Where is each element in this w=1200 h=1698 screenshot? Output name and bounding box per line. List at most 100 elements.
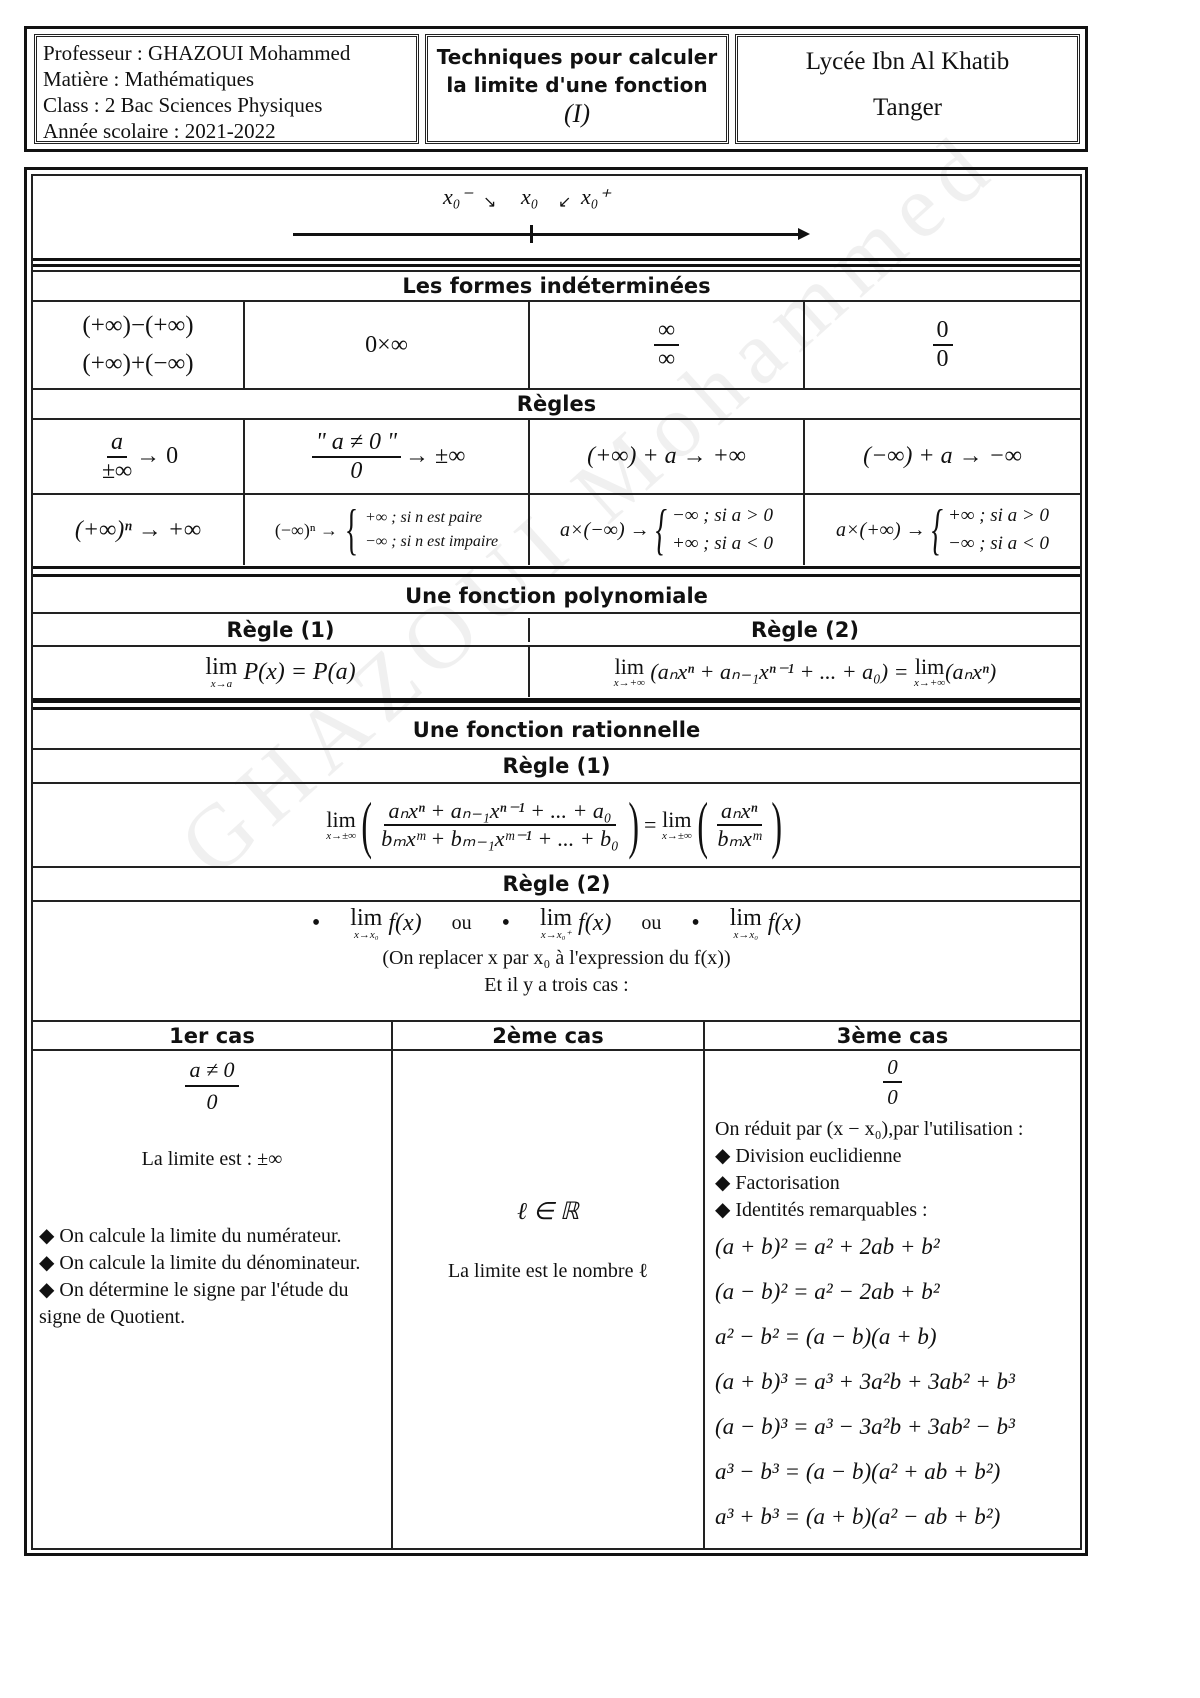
rule-text: (+∞)ⁿ → +∞: [74, 516, 202, 543]
denominator: bₘxᵐ: [717, 826, 762, 851]
school-name: Lycée Ibn Al Khatib: [805, 48, 1010, 75]
numerator: ∞: [653, 317, 680, 346]
header-info: Professeur : GHAZOUI Mohammed Matière : …: [34, 34, 419, 144]
rule-text: (−∞)ⁿ →: [274, 519, 339, 540]
number-line: x₀⁻ ↘ x₀ ↙ x₀⁺: [33, 176, 1080, 256]
lim-sub: x→x₀⁺: [540, 929, 572, 941]
section-rat-title: Une fonction rationnelle: [33, 712, 1080, 748]
title-line-2: la limite d'une fonction: [446, 73, 708, 97]
regles-row-1: a ±∞ → 0 " a ≠ 0 " 0 → ±∞ (+∞) + a → +∞ (−∞)…: [33, 418, 1080, 493]
case-3-header: 3ème cas: [836, 1023, 949, 1048]
case-text: +∞ ; si n est paire: [364, 509, 483, 526]
case-2: ℓ ∈ ℝ La limite est le nombre ℓ: [393, 1051, 705, 1550]
case-1-header: 1er cas: [33, 1022, 393, 1049]
case-text: +∞ ; si a < 0: [672, 533, 773, 554]
case-text: −∞ ; si a < 0: [948, 533, 1049, 554]
numerator: a ≠ 0: [185, 1055, 239, 1087]
identity: a³ − b³ = (a − b)(a² + ab + b²): [715, 1458, 1001, 1484]
lim-sub: x→±∞: [326, 829, 356, 842]
regle-1: a ±∞ → 0: [33, 420, 245, 493]
x0: x₀: [521, 184, 539, 209]
regle-7: a×(−∞) →{−∞ ; si a > 0 +∞ ; si a < 0: [530, 495, 805, 565]
identity: (a + b)³ = a³ + 3a²b + 3ab² + b³: [715, 1368, 1015, 1394]
fx: f(x): [578, 910, 612, 936]
case-2-condition: ℓ ∈ ℝ: [517, 1199, 579, 1225]
header-frame: [24, 26, 1088, 152]
formula-text: P(x) = P(a): [243, 658, 356, 685]
header-school: Lycée Ibn Al Khatib Tanger: [735, 34, 1080, 144]
section-formes-title: Les formes indéterminées: [33, 270, 1080, 300]
equals: =: [644, 812, 657, 837]
rule-text: a×(−∞) →: [560, 518, 650, 541]
denominator: ±∞: [101, 457, 133, 484]
denominator: ∞: [657, 346, 676, 372]
class: Class : 2 Bac Sciences Physiques: [43, 93, 323, 117]
section-title: Une fonction polynomiale: [405, 583, 708, 608]
denominator: bₘxᵐ + bₘ₋₁xᵐ⁻¹ + ... + b₀: [381, 826, 619, 851]
rule-header: Règle (2): [502, 872, 611, 896]
limit-list: • lim x→x₀ f(x) ou • lim x→x₀⁺ f(x) ou • lim x→x…: [311, 905, 802, 941]
forme-3: ∞ ∞: [530, 302, 805, 388]
divider: [33, 566, 1080, 577]
formula-text: (aₙxⁿ): [945, 659, 997, 684]
lim-sub: x→x₀: [733, 929, 759, 941]
forme-2: 0×∞: [245, 302, 530, 388]
rat-rule1-formula: lim x→±∞ ( aₙxⁿ + aₙ₋₁xⁿ⁻¹ + ... + a₀ bₘxᵐ…: [33, 782, 1080, 866]
rule-text: (−∞) + a → −∞: [863, 443, 1022, 469]
three-cases-text: Et il y a trois cas :: [484, 974, 629, 996]
regle-4: (−∞) + a → −∞: [805, 420, 1080, 493]
case-3-method: ◆ Factorisation: [715, 1171, 840, 1194]
identity: a² − b² = (a − b)(a + b): [715, 1323, 937, 1349]
regle-8: a×(+∞) →{+∞ ; si a > 0 −∞ ; si a < 0: [836, 499, 1049, 561]
forme-text: (+∞)+(−∞): [82, 350, 194, 377]
forme-text: 0×∞: [365, 331, 408, 358]
case-3-text: On réduit par (x − x₀),par l'utilisation…: [715, 1117, 1024, 1140]
poly-headers: Règle (1) Règle (2): [33, 612, 1080, 645]
forme-1: (+∞)−(+∞) (+∞)+(−∞): [33, 302, 245, 388]
rat-rule2-body: • lim x→x₀ f(x) ou • lim x→x₀⁺ f(x) ou • lim x→x…: [33, 900, 1080, 1020]
rat-rule1-header: Règle (1): [33, 748, 1080, 782]
case-text: −∞ ; si n est impaire: [364, 533, 499, 550]
denominator: 0: [936, 346, 949, 372]
title-number: (I): [564, 99, 590, 128]
fx: f(x): [388, 910, 422, 936]
poly-header-1: Règle (1): [33, 617, 530, 642]
divider: [33, 698, 1080, 710]
poly-formulas: lim x→a P(x) = P(a) lim x→+∞ (aₙxⁿ + aₙ₋₁x…: [33, 645, 1080, 697]
section-title: Les formes indéterminées: [402, 274, 711, 298]
result: → ±∞: [405, 443, 466, 469]
identity: (a + b)² = a² + 2ab + b²: [715, 1233, 940, 1259]
x0-plus: x₀⁺: [581, 184, 611, 209]
forme-text: (+∞)−(+∞): [82, 312, 194, 339]
rule-header: Règle (1): [502, 754, 611, 778]
case-3-method: ◆ Identités remarquables :: [715, 1198, 928, 1221]
poly-formula-2: lim x→+∞ (aₙxⁿ + aₙ₋₁xⁿ⁻¹ + ... + a₀) = l…: [530, 647, 1080, 697]
lim-sub: x→x₀: [354, 929, 379, 941]
arrow-icon: ↙: [558, 194, 572, 211]
title-line-1: Techniques pour calculer: [436, 45, 718, 69]
lim-text: lim: [540, 905, 573, 931]
lim-text: lim: [326, 806, 356, 832]
x0-minus: x₀⁻: [443, 184, 473, 209]
ou-text: ou: [451, 912, 472, 934]
identity: (a − b)² = a² − 2ab + b²: [715, 1278, 940, 1304]
case-text: +∞ ; si a > 0: [948, 504, 1049, 526]
case-1-step: ◆ On détermine le signe par l'étude du s…: [39, 1279, 349, 1329]
fx: f(x): [767, 910, 802, 936]
regle-6: (−∞)ⁿ →{+∞ ; si n est paire −∞ ; si n est…: [245, 495, 530, 565]
case-text: −∞ ; si a > 0: [672, 504, 773, 526]
professor: Professeur : GHAZOUI Mohammed: [43, 41, 351, 65]
main-frame: [24, 167, 1088, 1556]
numerator: 0: [883, 1053, 902, 1084]
case-2-header: 2ème cas: [393, 1022, 705, 1049]
header-title: Techniques pour calculer la limite d'une…: [425, 34, 729, 144]
identities: (a + b)² = a² + 2ab + b² (a − b)² = a² −…: [715, 1224, 1070, 1539]
case-2-limit: La limite est le nombre ℓ: [447, 1260, 649, 1283]
regles-row-2: (+∞)ⁿ → +∞ (−∞)ⁿ →{+∞ ; si n est paire −∞…: [33, 493, 1080, 565]
lim-sub: x→a: [210, 677, 233, 690]
ou-text: ou: [641, 912, 662, 934]
result: → 0: [136, 443, 179, 469]
